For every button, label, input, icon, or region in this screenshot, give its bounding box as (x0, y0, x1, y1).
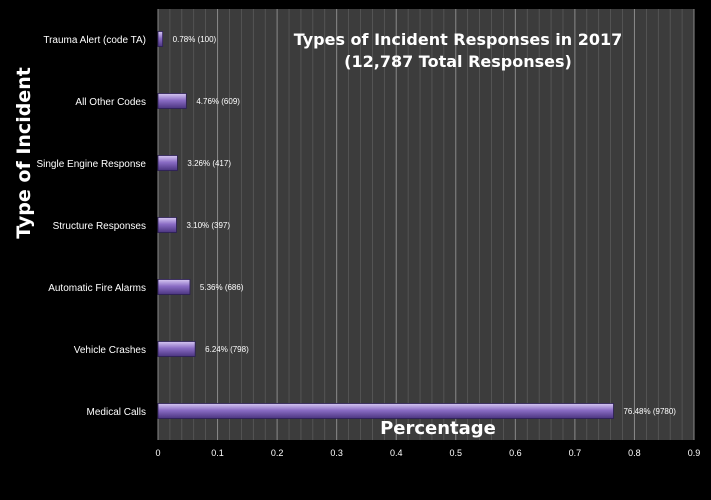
plot-area (158, 9, 694, 440)
bar (157, 155, 178, 171)
data-label: 0.78% (100) (173, 35, 217, 44)
category-label: Medical Calls (87, 407, 146, 418)
data-label: 4.76% (609) (196, 97, 240, 106)
x-tick-label: 0.5 (450, 448, 463, 458)
category-label: All Other Codes (75, 97, 146, 108)
x-axis-title: Percentage (380, 418, 496, 439)
data-label: 5.36% (686) (200, 283, 244, 292)
bar (157, 403, 614, 419)
bar (157, 93, 187, 109)
data-label: 76.48% (9780) (623, 407, 676, 416)
chart-title: Types of Incident Responses in 2017 (294, 30, 623, 49)
category-label: Vehicle Crashes (74, 345, 146, 356)
bar (157, 31, 164, 47)
category-label: Automatic Fire Alarms (48, 283, 146, 294)
x-tick-label: 0 (155, 448, 160, 458)
x-tick-label: 0.3 (330, 448, 343, 458)
bar (157, 217, 177, 233)
x-tick-label: 0.1 (211, 448, 224, 458)
x-tick-label: 0.9 (688, 448, 701, 458)
x-tick-label: 0.4 (390, 448, 403, 458)
y-axis-title: Type of Incident (13, 67, 35, 239)
bar (157, 279, 191, 295)
category-label: Structure Responses (53, 221, 146, 232)
x-tick-label: 0.2 (271, 448, 284, 458)
chart-subtitle: (12,787 Total Responses) (344, 52, 572, 71)
data-label: 6.24% (798) (205, 345, 249, 354)
category-labels: Trauma Alert (code TA) All Other Codes Sin… (36, 35, 146, 418)
x-tick-label: 0.6 (509, 448, 522, 458)
data-label: 3.26% (417) (187, 159, 231, 168)
category-label: Single Engine Response (36, 159, 146, 170)
data-labels: 0.78% (100) 4.76% (609) 3.26% (417) 3.10% (… (173, 35, 677, 416)
x-axis-ticks: 0 0.1 0.2 0.3 0.4 0.5 0.6 0.7 0.8 0.9 (155, 448, 700, 458)
grid-lines (157, 9, 695, 440)
category-label: Trauma Alert (code TA) (43, 35, 146, 46)
bars (157, 31, 614, 419)
bar (157, 341, 196, 357)
x-tick-label: 0.8 (628, 448, 641, 458)
data-label: 3.10% (397) (186, 221, 230, 230)
x-tick-label: 0.7 (569, 448, 582, 458)
